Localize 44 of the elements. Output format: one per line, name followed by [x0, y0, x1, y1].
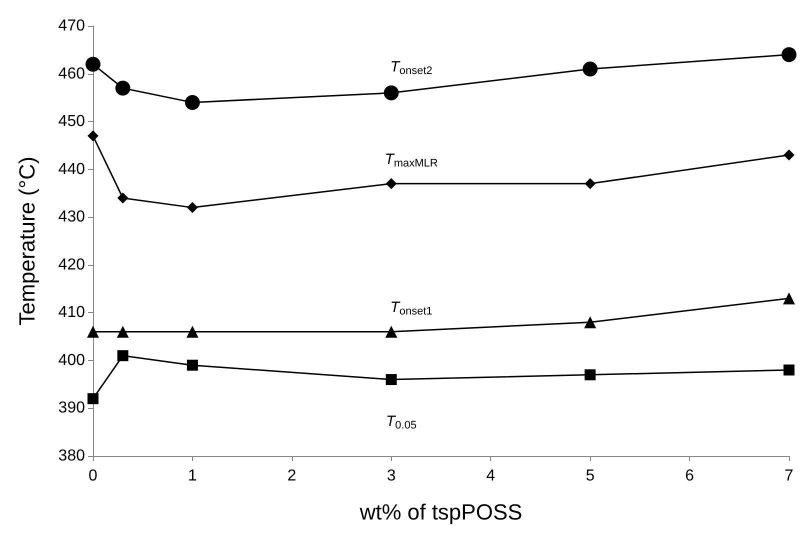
- point: [115, 80, 130, 96]
- point: [384, 85, 399, 100]
- y-tick-label: 470: [58, 18, 86, 34]
- x-tick-label: 7: [784, 468, 794, 484]
- y-tick-label: 420: [58, 256, 86, 274]
- x-tick-label: 2: [287, 468, 296, 484]
- y-tick-label: 400: [58, 352, 86, 369]
- y-axis-title: Temperature (°C): [14, 156, 40, 326]
- point: [386, 374, 397, 386]
- point: [784, 364, 794, 376]
- point: [88, 393, 98, 404]
- point: [184, 94, 200, 110]
- point: [584, 369, 596, 380]
- point: [117, 350, 128, 362]
- point: [88, 130, 98, 142]
- point: [117, 192, 128, 204]
- point: [186, 326, 198, 338]
- x-tick-label: 5: [586, 468, 595, 484]
- y-tick-label: 410: [58, 304, 86, 322]
- point: [582, 62, 598, 76]
- point: [782, 47, 796, 62]
- y-tick-label: 460: [58, 65, 86, 82]
- point: [783, 292, 795, 304]
- y-tick-label: 390: [58, 400, 86, 417]
- point: [584, 178, 596, 190]
- point: [186, 360, 198, 371]
- x-tick-label: 0: [88, 468, 98, 484]
- point: [186, 202, 198, 214]
- point: [385, 326, 398, 338]
- point: [784, 150, 794, 160]
- x-axis-title: wt% of tspPOSS: [358, 500, 522, 524]
- point: [584, 316, 596, 328]
- y-tick-label: 430: [58, 208, 86, 226]
- point: [86, 56, 100, 72]
- point: [116, 326, 129, 338]
- x-tick-label: 6: [685, 468, 694, 484]
- y-tick-label: 450: [58, 113, 86, 130]
- point: [87, 326, 99, 338]
- y-tick-label: 440: [58, 160, 86, 178]
- x-tick-label: 3: [386, 468, 396, 484]
- point: [386, 178, 397, 190]
- y-tick-label: 380: [58, 448, 86, 464]
- x-tick-label: 4: [486, 468, 496, 484]
- x-tick-label: 1: [188, 468, 197, 484]
